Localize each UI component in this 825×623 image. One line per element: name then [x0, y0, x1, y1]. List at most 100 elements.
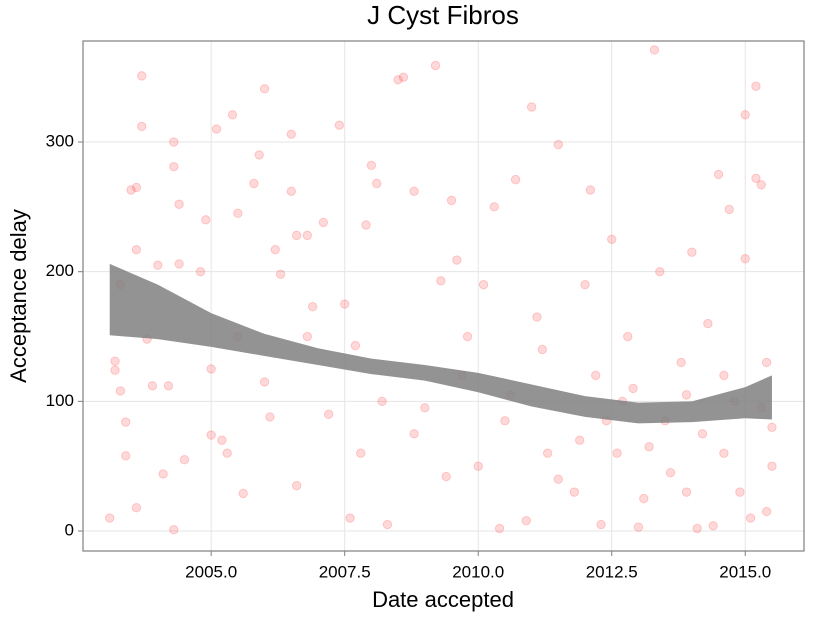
- point: [158, 469, 168, 479]
- point: [719, 448, 729, 458]
- point: [356, 448, 366, 458]
- point: [569, 487, 580, 497]
- point: [345, 513, 355, 523]
- smooth-band: [109, 263, 772, 424]
- point: [121, 417, 131, 427]
- point: [644, 442, 654, 452]
- point: [756, 180, 766, 190]
- point: [441, 471, 451, 482]
- point: [110, 365, 120, 375]
- point: [596, 519, 606, 530]
- x-tick-label: 2012.5: [586, 562, 638, 581]
- point: [265, 412, 275, 422]
- x-tick-label: 2007.5: [319, 562, 371, 581]
- point: [137, 71, 147, 81]
- point: [553, 474, 564, 484]
- point: [147, 381, 158, 391]
- point: [436, 276, 446, 286]
- point: [697, 429, 708, 439]
- point: [233, 208, 243, 219]
- point: [318, 217, 329, 228]
- point: [633, 522, 644, 532]
- point: [740, 110, 750, 120]
- x-tick-label: 2005.0: [185, 562, 237, 581]
- point: [169, 161, 179, 172]
- point: [420, 403, 430, 413]
- point: [137, 121, 147, 132]
- y-axis-label: Acceptance delay: [6, 209, 31, 383]
- point: [719, 370, 729, 381]
- point: [217, 435, 227, 445]
- point: [639, 493, 649, 504]
- point: [179, 455, 190, 465]
- point: [350, 340, 361, 351]
- point: [462, 331, 473, 342]
- point: [676, 357, 686, 368]
- x-tick-label: 2015.0: [719, 562, 771, 581]
- point: [174, 259, 184, 269]
- point: [612, 448, 622, 458]
- marks: [105, 45, 777, 535]
- point: [334, 120, 345, 130]
- point: [526, 102, 537, 112]
- point: [687, 247, 697, 257]
- point: [115, 386, 126, 396]
- point: [105, 513, 115, 523]
- point: [452, 255, 462, 265]
- point: [339, 299, 350, 309]
- point: [623, 331, 633, 342]
- point: [249, 178, 259, 189]
- point: [521, 515, 531, 526]
- point: [489, 202, 499, 212]
- point: [174, 199, 184, 209]
- point: [201, 215, 211, 225]
- point: [655, 266, 665, 277]
- point: [751, 81, 761, 91]
- point: [478, 279, 489, 290]
- point: [761, 357, 772, 368]
- point: [259, 84, 270, 94]
- point: [751, 173, 761, 184]
- point: [473, 461, 483, 471]
- point: [270, 244, 280, 255]
- y-tick-label: 200: [46, 261, 74, 280]
- x-tick-label: 2010.0: [452, 562, 504, 581]
- x-axis-label: Date accepted: [372, 587, 514, 612]
- point: [500, 416, 510, 426]
- point: [323, 409, 334, 420]
- point: [735, 487, 745, 497]
- chart-title: J Cyst Fibros: [367, 0, 519, 30]
- point: [291, 230, 302, 241]
- point: [532, 312, 542, 322]
- point: [302, 230, 313, 241]
- point: [398, 72, 409, 82]
- point: [767, 422, 777, 432]
- point: [649, 45, 660, 55]
- point: [767, 461, 777, 471]
- point: [692, 523, 702, 534]
- point: [409, 186, 419, 196]
- point: [153, 260, 163, 270]
- point: [377, 396, 387, 407]
- point: [131, 182, 142, 193]
- point: [724, 204, 734, 215]
- point: [382, 519, 393, 530]
- point: [211, 124, 222, 134]
- point: [227, 110, 238, 120]
- point: [372, 178, 382, 189]
- point: [537, 344, 548, 355]
- point: [361, 220, 371, 230]
- point: [703, 318, 713, 329]
- y-tick-label: 300: [46, 131, 74, 150]
- point: [430, 60, 441, 71]
- grid: [83, 41, 804, 551]
- point: [607, 234, 617, 244]
- point: [585, 185, 596, 195]
- point: [206, 364, 216, 374]
- y-tick-label: 0: [65, 521, 74, 540]
- y-tick-label: 100: [46, 391, 74, 410]
- point: [126, 185, 136, 195]
- point: [681, 487, 692, 497]
- point: [366, 160, 377, 171]
- point: [110, 356, 120, 366]
